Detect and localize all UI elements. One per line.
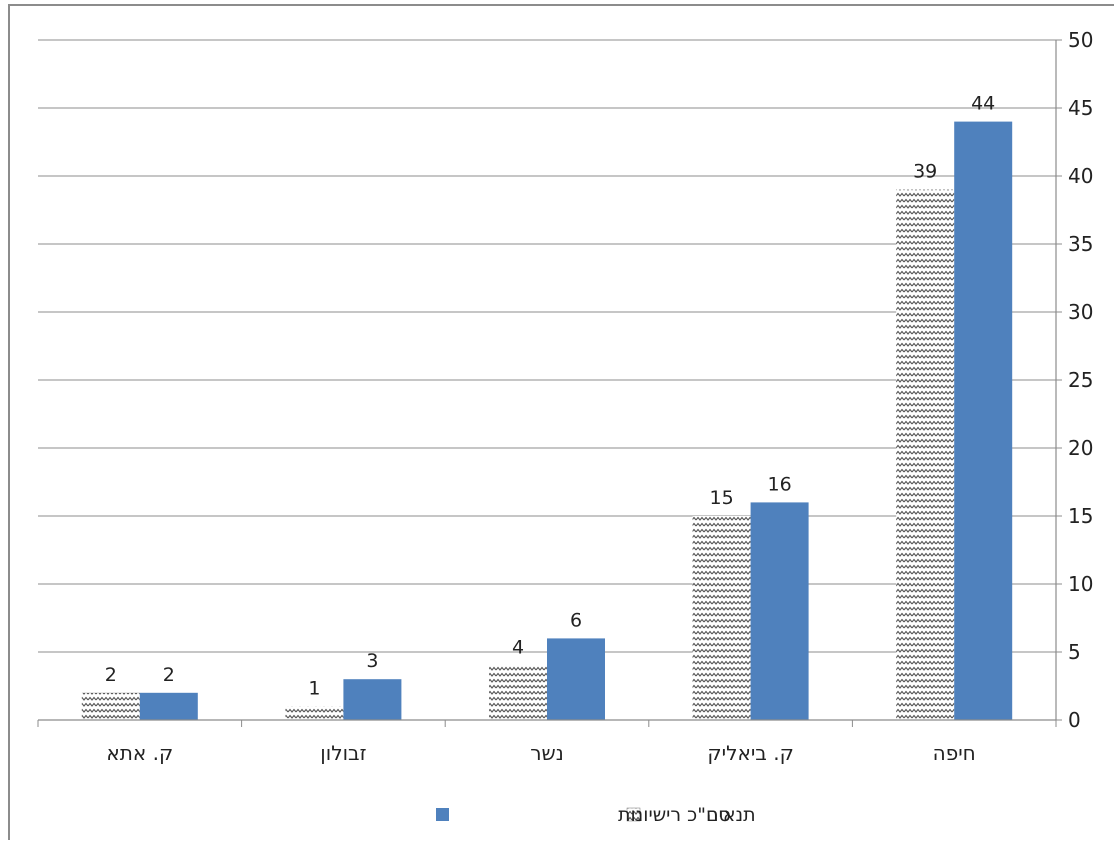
- bar-tnaim: [489, 665, 547, 720]
- category-label: נשר: [530, 741, 563, 765]
- legend-swatch-total-licenses: [436, 808, 449, 821]
- legend-label-tnaim: תנאים: [706, 804, 756, 826]
- bar-total-licenses: [547, 638, 605, 720]
- data-label: 2: [163, 664, 175, 686]
- data-label: 16: [768, 473, 792, 495]
- bar-total-licenses: [954, 121, 1013, 721]
- bar-tnaim: [692, 516, 751, 720]
- bar-tnaim: [896, 189, 955, 721]
- y-tick-label: 30: [1068, 300, 1093, 324]
- bar-total-licenses: [343, 679, 402, 720]
- bars: [81, 121, 1013, 721]
- y-tick-label: 5: [1068, 640, 1081, 664]
- labels: 0 5 10 15 20 25 30 35 40 45 50 ק. אתא 2 2 זבולון 1 3 נשר 4…: [105, 28, 1094, 765]
- y-tick-label: 50: [1068, 28, 1093, 52]
- bar-total-licenses: [139, 692, 198, 720]
- data-label: 1: [308, 677, 320, 699]
- data-label: 39: [913, 161, 937, 183]
- category-label: ק. ביאליק: [707, 741, 793, 765]
- y-tick-label: 25: [1068, 368, 1093, 392]
- data-label: 44: [971, 93, 995, 115]
- axes: [37, 39, 1062, 727]
- data-label: 3: [366, 650, 378, 672]
- y-tick-label: 40: [1068, 164, 1093, 188]
- category-label: זבולון: [320, 741, 366, 765]
- data-label: 6: [570, 609, 582, 631]
- y-tick-label: 0: [1068, 708, 1081, 732]
- category-label: חיפה: [933, 741, 976, 765]
- legend-label-total-licenses: סה"כ רישיונות: [618, 804, 731, 826]
- category-label: ק. אתא: [106, 741, 173, 765]
- y-tick-label: 35: [1068, 232, 1093, 256]
- y-tick-label: 20: [1068, 436, 1093, 460]
- y-tick-label: 15: [1068, 504, 1093, 528]
- chart-frame: [8, 4, 1114, 840]
- y-tick-label: 45: [1068, 96, 1093, 120]
- data-label: 2: [105, 664, 117, 686]
- legend-swatch-tnaim: [626, 807, 641, 822]
- bar-tnaim: [285, 706, 344, 720]
- bar-tnaim: [81, 692, 140, 720]
- y-tick-label: 10: [1068, 572, 1093, 596]
- data-label: 15: [710, 487, 734, 509]
- data-label: 4: [512, 637, 524, 659]
- bar-total-licenses: [750, 502, 809, 720]
